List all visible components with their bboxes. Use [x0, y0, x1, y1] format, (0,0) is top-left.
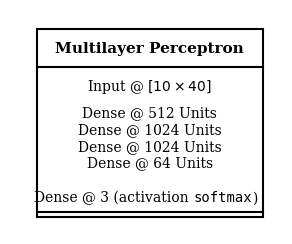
- Text: Multilayer Perceptron: Multilayer Perceptron: [55, 42, 244, 56]
- Text: Dense @ 512 Units: Dense @ 512 Units: [82, 106, 217, 120]
- Text: Dense @ 3 (activation: Dense @ 3 (activation: [34, 191, 194, 205]
- FancyBboxPatch shape: [36, 29, 263, 217]
- Text: ): ): [252, 191, 258, 205]
- Text: Dense @ 1024 Units: Dense @ 1024 Units: [78, 123, 222, 137]
- Text: Dense @ 1024 Units: Dense @ 1024 Units: [78, 140, 222, 154]
- Text: softmax: softmax: [194, 191, 252, 205]
- Text: Dense @ 64 Units: Dense @ 64 Units: [87, 157, 213, 171]
- Text: Input @ $[10 \times 40]$: Input @ $[10 \times 40]$: [87, 78, 212, 96]
